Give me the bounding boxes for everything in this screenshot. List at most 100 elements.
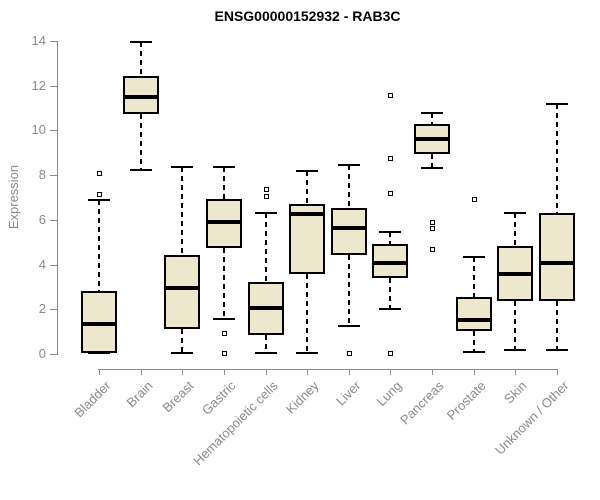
median-hematopoietic-cells xyxy=(250,306,282,310)
whisker-high-cap-gastric xyxy=(213,166,235,168)
y-tick-label: 10 xyxy=(31,122,46,137)
whisker-low-brain xyxy=(140,114,142,170)
whisker-low-unknown-other xyxy=(556,301,558,350)
x-axis-line xyxy=(98,369,558,370)
median-lung xyxy=(374,261,406,265)
outlier-pancreas xyxy=(430,220,435,225)
outlier-hematopoietic-cells xyxy=(264,194,269,199)
y-tick-label: 8 xyxy=(38,167,46,182)
median-gastric xyxy=(208,220,240,224)
whisker-low-gastric xyxy=(223,248,225,319)
whisker-low-prostate xyxy=(473,331,475,352)
whisker-low-cap-unknown-other xyxy=(546,349,568,351)
x-axis-tick xyxy=(474,369,475,375)
outlier-hematopoietic-cells xyxy=(264,187,269,192)
y-axis-label: Expression xyxy=(6,164,21,230)
box-breast xyxy=(164,255,200,329)
y-axis-line xyxy=(57,41,58,355)
y-tick-label: 0 xyxy=(38,346,46,361)
whisker-high-unknown-other xyxy=(556,104,558,213)
whisker-low-breast xyxy=(181,329,183,353)
outlier-prostate xyxy=(472,197,477,202)
outlier-bladder xyxy=(97,171,102,176)
whisker-high-cap-unknown-other xyxy=(546,103,568,105)
whisker-high-cap-breast xyxy=(171,166,193,168)
median-prostate xyxy=(458,318,490,322)
outlier-pancreas xyxy=(430,226,435,231)
whisker-high-hematopoietic-cells xyxy=(265,213,267,282)
x-axis-tick xyxy=(307,369,308,375)
whisker-low-cap-kidney xyxy=(296,352,318,354)
whisker-low-pancreas xyxy=(431,154,433,168)
x-axis-tick xyxy=(182,369,183,375)
median-liver xyxy=(333,226,365,230)
whisker-high-bladder xyxy=(98,200,100,291)
whisker-low-cap-hematopoietic-cells xyxy=(255,352,277,354)
whisker-low-liver xyxy=(348,255,350,326)
median-breast xyxy=(166,286,198,290)
whisker-high-cap-skin xyxy=(504,212,526,214)
x-axis-tick xyxy=(557,369,558,375)
whisker-high-cap-pancreas xyxy=(421,112,443,114)
x-axis-tick xyxy=(266,369,267,375)
median-skin xyxy=(499,272,531,276)
whisker-high-cap-prostate xyxy=(463,256,485,258)
outlier-lung xyxy=(388,93,393,98)
whisker-high-brain xyxy=(140,42,142,76)
whisker-low-cap-lung xyxy=(379,308,401,310)
y-tick-label: 6 xyxy=(38,212,46,227)
y-axis-tick xyxy=(50,175,57,176)
x-axis-tick xyxy=(224,369,225,375)
whisker-low-cap-pancreas xyxy=(421,167,443,169)
whisker-high-cap-lung xyxy=(379,231,401,233)
median-brain xyxy=(125,95,157,99)
whisker-low-cap-breast xyxy=(171,352,193,354)
median-pancreas xyxy=(416,137,448,141)
whisker-low-lung xyxy=(389,278,391,309)
x-axis-tick xyxy=(99,369,100,375)
outlier-gastric xyxy=(222,351,227,356)
whisker-high-kidney xyxy=(306,171,308,204)
median-unknown-other xyxy=(541,261,573,265)
x-axis-tick xyxy=(141,369,142,375)
x-axis-tick xyxy=(515,369,516,375)
whisker-high-cap-hematopoietic-cells xyxy=(255,212,277,214)
whisker-low-cap-bladder xyxy=(88,352,110,354)
whisker-high-cap-liver xyxy=(338,164,360,166)
whisker-low-cap-brain xyxy=(130,169,152,171)
y-axis-tick xyxy=(50,220,57,221)
whisker-high-prostate xyxy=(473,257,475,297)
whisker-low-cap-liver xyxy=(338,325,360,327)
whisker-high-cap-kidney xyxy=(296,170,318,172)
whisker-high-liver xyxy=(348,165,350,208)
whisker-low-kidney xyxy=(306,274,308,353)
outlier-lung xyxy=(388,156,393,161)
whisker-high-skin xyxy=(514,213,516,246)
outlier-liver xyxy=(347,351,352,356)
whisker-high-breast xyxy=(181,167,183,255)
outlier-pancreas xyxy=(430,247,435,252)
y-axis-tick xyxy=(50,41,57,42)
median-kidney xyxy=(291,212,323,216)
y-axis-tick xyxy=(50,130,57,131)
median-bladder xyxy=(83,322,115,326)
outlier-bladder xyxy=(97,192,102,197)
chart-title: ENSG00000152932 - RAB3C xyxy=(214,8,401,24)
y-axis-tick xyxy=(50,309,57,310)
whisker-high-cap-brain xyxy=(130,41,152,43)
outlier-lung xyxy=(388,191,393,196)
x-axis-tick xyxy=(349,369,350,375)
y-tick-label: 2 xyxy=(38,301,46,316)
box-prostate xyxy=(456,297,492,331)
y-axis-tick xyxy=(50,86,57,87)
y-axis-tick xyxy=(50,354,57,355)
whisker-low-cap-skin xyxy=(504,349,526,351)
y-tick-label: 14 xyxy=(31,33,46,48)
outlier-gastric xyxy=(222,331,227,336)
y-axis-tick xyxy=(50,265,57,266)
x-axis-tick xyxy=(432,369,433,375)
whisker-high-lung xyxy=(389,232,391,244)
outlier-lung xyxy=(388,351,393,356)
whisker-high-pancreas xyxy=(431,113,433,124)
